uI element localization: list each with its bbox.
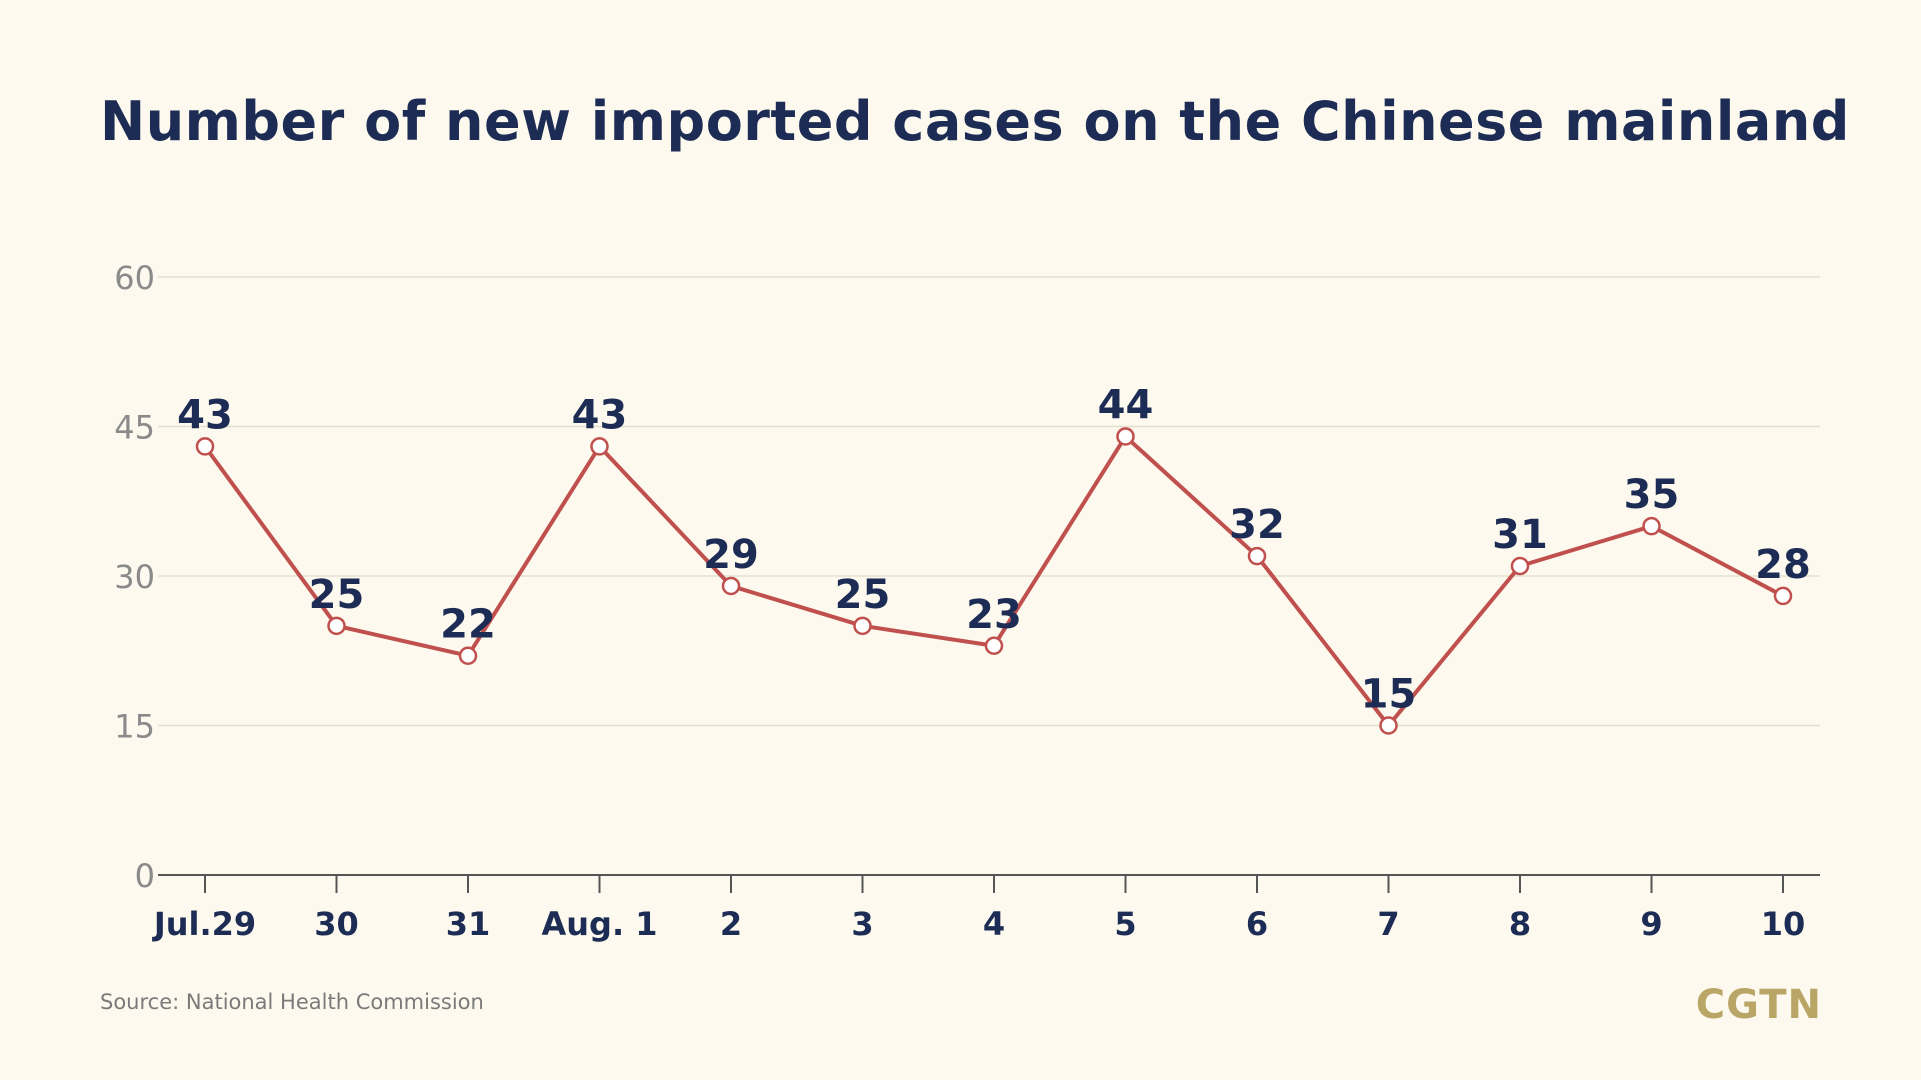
data-point	[458, 646, 478, 665]
data-label: 25	[309, 572, 365, 618]
x-axis: Jul.29 30 31 Aug. 1 2 3 4 5 6 7 8 9 10	[152, 874, 1820, 943]
series-line	[203, 434, 1785, 728]
y-tick-label: 30	[114, 558, 155, 596]
x-tick-label: 4	[983, 905, 1005, 943]
x-tick-label: 9	[1640, 905, 1662, 943]
series-polyline	[203, 434, 1785, 728]
data-label: 43	[177, 392, 233, 438]
data-point	[721, 576, 741, 596]
data-label: 22	[440, 602, 496, 648]
data-label: 15	[1361, 672, 1417, 718]
data-point	[984, 636, 1004, 656]
data-point	[853, 616, 872, 636]
y-tick-label: 60	[114, 259, 155, 297]
chart-title: Number of new imported cases on the Chin…	[100, 90, 1850, 153]
x-tick-label: 8	[1509, 905, 1531, 943]
x-tick-label: 10	[1761, 905, 1806, 943]
data-point	[1642, 516, 1661, 536]
y-tick-label: 0	[135, 857, 155, 895]
data-point	[195, 437, 215, 456]
data-point	[327, 616, 346, 636]
y-tick-label: 45	[114, 409, 155, 447]
y-tick-label: 15	[114, 708, 155, 746]
data-label: 25	[835, 572, 891, 618]
data-label: 31	[1492, 512, 1548, 558]
grid-lines	[158, 276, 1820, 727]
source-note: Source: National Health Commission	[100, 990, 484, 1014]
y-axis: 0 15 30 45 60	[114, 259, 155, 895]
data-point	[1116, 427, 1135, 446]
x-tick-label: 5	[1114, 905, 1136, 943]
data-label: 28	[1755, 542, 1811, 588]
data-point	[1379, 716, 1398, 735]
data-point	[1247, 546, 1267, 566]
data-labels: 43 25 22 43 29 25 23 44 32 15 31 35 28	[177, 382, 1811, 717]
x-tick-label: Aug. 1	[541, 905, 657, 943]
data-point	[1773, 586, 1793, 606]
data-label: 35	[1624, 472, 1680, 518]
cgtn-logo: CGTN	[1695, 982, 1822, 1028]
x-tick-label: 7	[1377, 905, 1399, 943]
data-label: 44	[1098, 382, 1154, 428]
data-label: 32	[1229, 502, 1285, 548]
x-tick-label: 30	[314, 905, 359, 943]
data-label: 29	[703, 532, 759, 578]
x-tick-label: 2	[720, 905, 742, 943]
x-tick-label: 31	[446, 905, 491, 943]
data-label: 43	[572, 392, 628, 438]
data-label: 23	[966, 592, 1022, 638]
x-tick-label: 3	[851, 905, 873, 943]
data-points	[195, 427, 1793, 735]
data-point	[590, 437, 609, 456]
x-tick-label: Jul.29	[152, 905, 256, 943]
x-tick-label: 6	[1246, 905, 1268, 943]
data-point	[1510, 556, 1530, 576]
